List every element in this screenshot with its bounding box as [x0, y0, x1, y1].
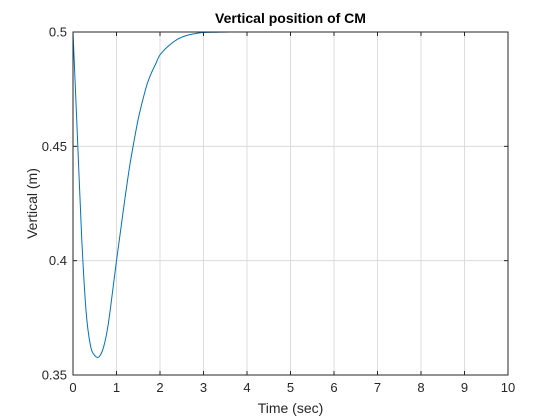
y-tick-label: 0.35: [42, 368, 67, 383]
x-tick-label: 3: [200, 380, 207, 395]
x-tick-label: 1: [113, 380, 120, 395]
ticks: [72, 31, 509, 376]
x-tick-label: 10: [501, 380, 515, 395]
y-tick-label: 0.45: [42, 139, 67, 154]
x-tick-label: 9: [461, 380, 468, 395]
y-tick-label: 0.5: [49, 25, 67, 40]
x-tick-label: 7: [374, 380, 381, 395]
y-axis-label: Vertical (m): [24, 168, 40, 239]
x-tick-label: 2: [156, 380, 163, 395]
chart-title: Vertical position of CM: [215, 10, 366, 26]
x-tick-label: 5: [287, 380, 294, 395]
grid-lines: [73, 32, 508, 375]
x-tick-label: 0: [69, 380, 76, 395]
x-tick-label: 6: [330, 380, 337, 395]
x-tick-label: 8: [417, 380, 424, 395]
x-axis-label: Time (sec): [258, 400, 324, 416]
x-tick-label: 4: [243, 380, 250, 395]
y-tick-label: 0.4: [49, 253, 67, 268]
y-tick-labels: 0.35 0.4 0.45 0.5: [42, 25, 67, 383]
x-tick-labels: 0 1 2 3 4 5 6 7 8 9 10: [69, 380, 515, 395]
